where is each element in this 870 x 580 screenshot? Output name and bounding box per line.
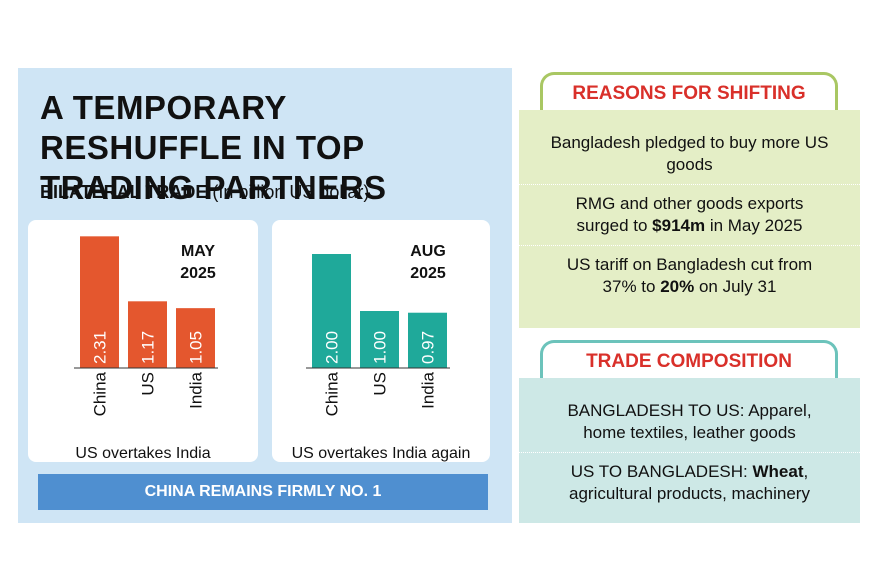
value-label: 1.00 [371,331,390,364]
subtitle: BILATERAL TRADE (In billion US dollar) [40,182,369,203]
item-text: RMG and other goods exports surged to [575,194,804,235]
x-tick-label: US [139,372,158,396]
chart-title: MAY [181,243,215,260]
item-highlight: Wheat [752,462,804,481]
item-text: , agricultural products, machinery [569,462,810,503]
item-text: in May 2025 [705,216,803,235]
unit-note: (In billion US dollar) [212,182,370,202]
charts: MAY 2025 2.31 China 1.17 US 1.05 India US overta… [28,220,490,462]
item-text: on July 31 [694,277,777,296]
item-highlight: 20% [660,277,695,296]
value-label: 2.31 [91,331,110,364]
item-text: Bangladesh pledged to buy more US goods [550,133,829,174]
chart-title: 2025 [180,265,216,282]
title: A TEMPORARY RESHUFFLE IN TOP TRADING PAR… [40,89,387,206]
value-label: 1.17 [139,331,158,364]
value-label: 0.97 [419,331,438,364]
bar [360,311,399,368]
bar [312,254,351,368]
panel-item: RMG and other goods exports surged to $9… [519,185,860,246]
x-tick-label: China [323,371,342,416]
subtitle-strong: BILATERAL TRADE [40,182,208,202]
reasons-tab: REASONS FOR SHIFTING [540,72,838,110]
chart-caption: US overtakes India again [292,445,471,462]
bar [80,236,119,368]
bar [176,308,215,368]
item-text: BANGLADESH TO US: Apparel, home textiles… [567,401,812,442]
panel-item: Bangladesh pledged to buy more US goods [519,124,860,185]
item-text: US tariff on Bangladesh cut from 37% to [566,255,813,296]
chart-title: 2025 [410,265,446,282]
x-tick-label: India [419,371,438,408]
chart-caption: US overtakes India [75,445,210,462]
item-highlight: $914m [652,216,706,235]
panel-item: US tariff on Bangladesh cut from 37% to … [519,246,860,306]
panel-item: BANGLADESH TO US: Apparel, home textiles… [519,392,860,453]
composition-tab: TRADE COMPOSITION [540,340,838,378]
bar [128,301,167,368]
item-text: US TO BANGLADESH: [570,462,753,481]
x-tick-label: China [91,371,110,416]
banner: CHINA REMAINS FIRMLY NO. 1 [38,474,488,510]
x-tick-label: US [371,372,390,396]
chart-title: AUG [410,243,446,260]
value-label: 1.05 [187,331,206,364]
value-label: 2.00 [323,331,342,364]
x-tick-label: India [187,371,206,408]
composition-panel: BANGLADESH TO US: Apparel, home textiles… [519,378,860,523]
reasons-panel: Bangladesh pledged to buy more US goods R… [519,110,860,328]
bar [408,312,447,368]
panel-item: US TO BANGLADESH: Wheat, agricultural pr… [519,453,860,513]
